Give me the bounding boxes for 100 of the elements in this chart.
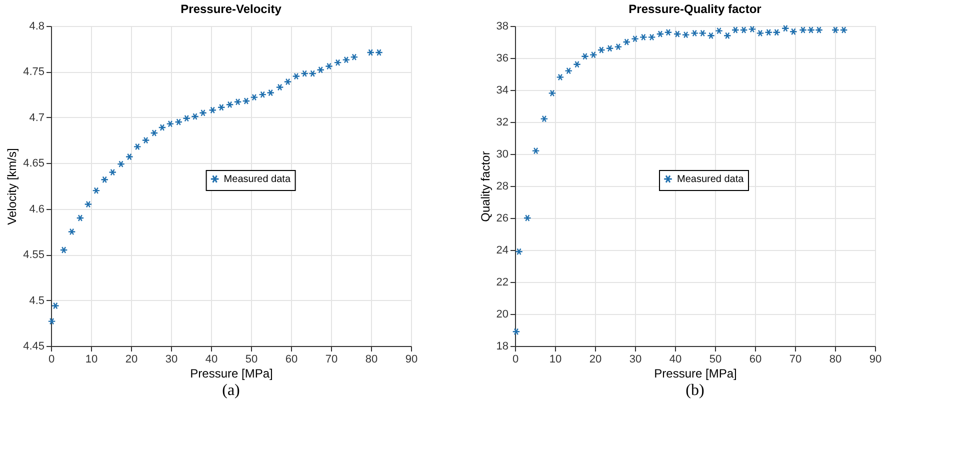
point	[208, 106, 217, 114]
y-tick-label: 4.55	[23, 249, 44, 262]
point	[142, 136, 150, 144]
point	[597, 46, 606, 54]
point	[92, 187, 100, 194]
point	[664, 28, 672, 36]
chart-title: Pressure-Velocity	[180, 2, 282, 16]
point	[707, 32, 715, 40]
point	[375, 48, 383, 56]
point	[564, 67, 573, 74]
point	[573, 60, 581, 68]
x-tick-label: 30	[165, 354, 178, 366]
point	[100, 176, 109, 184]
point	[125, 153, 134, 160]
point	[756, 30, 764, 37]
point	[789, 28, 798, 36]
point	[150, 129, 158, 136]
x-tick-label: 20	[125, 354, 138, 366]
point	[606, 44, 614, 52]
y-tick-label: 4.5	[29, 294, 44, 307]
point	[133, 143, 142, 150]
x-tick-label: 10	[85, 354, 98, 366]
point	[648, 34, 656, 41]
x-tick-label: 50	[709, 354, 722, 366]
point	[799, 26, 807, 34]
y-tick-label: 28	[496, 180, 508, 192]
point	[217, 104, 226, 111]
x-tick-label: 40	[669, 354, 682, 366]
point	[740, 26, 748, 34]
legend-label: Measured data	[224, 174, 291, 185]
y-tick-label: 38	[496, 20, 508, 32]
point	[548, 90, 556, 97]
point	[815, 26, 823, 34]
y-tick-label: 30	[496, 148, 508, 160]
point	[622, 38, 631, 46]
point	[51, 302, 60, 310]
point	[840, 26, 848, 34]
point	[76, 214, 84, 222]
point	[84, 200, 92, 208]
point	[334, 59, 342, 66]
x-tick-label: 0	[512, 354, 519, 366]
y-tick-label: 24	[496, 244, 508, 256]
point	[715, 27, 723, 34]
point	[581, 52, 589, 60]
point	[276, 84, 284, 91]
y-tick-label: 18	[496, 340, 508, 352]
point	[117, 160, 125, 168]
point	[512, 328, 520, 336]
point	[764, 28, 773, 36]
point	[532, 147, 540, 154]
point	[639, 34, 648, 41]
point	[631, 35, 639, 42]
x-tick-label: 90	[405, 354, 418, 366]
x-tick-label: 70	[325, 354, 338, 366]
x-tick-label: 30	[629, 354, 642, 366]
x-tick-label: 60	[749, 354, 762, 366]
legend-label: Measured data	[677, 174, 744, 185]
point	[366, 48, 375, 56]
point	[673, 30, 682, 38]
point	[781, 24, 790, 32]
point	[656, 30, 664, 38]
x-tick-label: 60	[285, 354, 298, 366]
x-axis-title: Pressure [MPa]	[190, 366, 273, 380]
y-tick-label: 20	[496, 308, 508, 320]
x-tick-label: 70	[789, 354, 802, 366]
point	[723, 32, 732, 40]
y-tick-label: 4.7	[29, 112, 44, 124]
y-tick-label: 22	[496, 276, 508, 288]
y-tick-label: 4.6	[29, 203, 44, 216]
x-tick-label: 90	[869, 354, 882, 366]
point	[48, 318, 56, 325]
y-axis-title: Quality factor	[478, 151, 492, 222]
point	[284, 78, 292, 86]
text: (a)	[222, 382, 240, 399]
text: (b)	[686, 382, 704, 399]
y-tick-label: 4.75	[23, 66, 44, 78]
y-tick-label: 36	[496, 52, 508, 64]
point	[682, 31, 690, 38]
y-tick-label: 32	[496, 116, 508, 128]
point	[748, 26, 756, 33]
point	[60, 246, 68, 254]
x-tick-label: 40	[205, 354, 218, 366]
point	[540, 115, 548, 122]
point	[731, 26, 740, 34]
point	[300, 70, 309, 78]
y-tick-label: 34	[496, 84, 508, 96]
point	[614, 43, 622, 50]
point	[831, 26, 840, 34]
y-tick-label: 4.45	[23, 340, 44, 352]
point	[690, 30, 699, 37]
chart-title: Pressure-Quality factor	[628, 2, 762, 16]
x-tick-label: 80	[365, 354, 378, 366]
x-tick-label: 0	[48, 354, 55, 366]
x-tick-label: 50	[245, 354, 258, 366]
point	[589, 51, 598, 58]
point	[515, 248, 523, 256]
x-tick-label: 10	[549, 354, 562, 366]
y-tick-label: 4.8	[29, 20, 44, 32]
x-axis-title: Pressure [MPa]	[654, 366, 737, 380]
x-tick-label: 80	[829, 354, 842, 366]
